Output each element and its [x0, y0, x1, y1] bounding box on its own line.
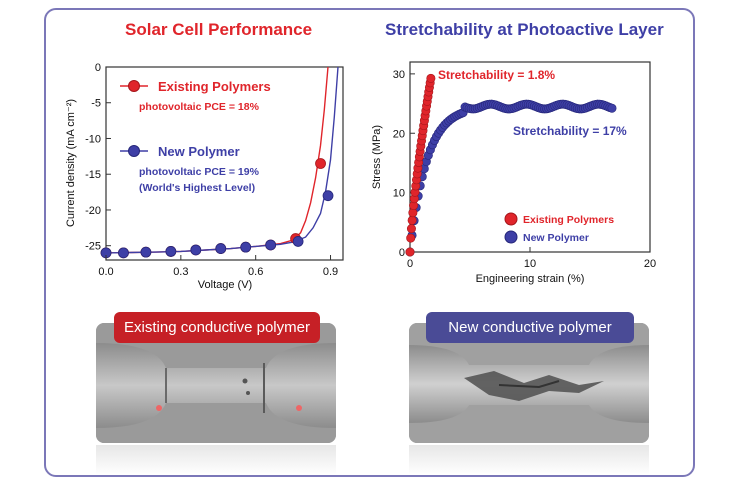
ss-y-tick-label: 0 — [399, 247, 405, 259]
ss-y-tick-label: 10 — [393, 188, 405, 200]
legend-existing-label: Existing Polymers — [158, 79, 271, 94]
jv-marker-1 — [165, 246, 177, 257]
ss-x-tick-label: 0 — [407, 258, 413, 270]
stress-strain-chart: 0 10 20 0 10 20 30 Stretchability = 1.8% Stret… — [371, 61, 656, 285]
legend-new-pce: photovoltaic PCE = 19% — [139, 166, 260, 178]
legend-existing-pce: photovoltaic PCE = 18% — [139, 101, 260, 113]
ss-point-new — [607, 103, 617, 113]
jv-marker-0 — [315, 158, 326, 169]
existing-polymer-image — [96, 323, 336, 443]
legend-marker-new — [128, 145, 140, 157]
annotation-existing: Stretchability = 1.8% — [438, 68, 555, 82]
existing-polymer-label: Existing conductive polymer — [114, 312, 320, 343]
jv-marker-1 — [292, 236, 304, 247]
jv-x-tick-label: 0.6 — [248, 266, 263, 278]
jv-marker-1 — [322, 190, 334, 202]
ss-x-tick-label: 20 — [644, 258, 656, 270]
existing-polymer-photo — [96, 323, 336, 443]
ss-y-axis-label: Stress (MPa) — [371, 125, 383, 189]
jv-y-tick-label: -15 — [85, 169, 101, 181]
new-polymer-image — [409, 323, 649, 443]
jv-marker-1 — [190, 244, 202, 256]
left-panel-title: Solar Cell Performance — [125, 20, 313, 39]
jv-y-axis-label: Current density (mA cm⁻²) — [65, 99, 77, 227]
jv-marker-1 — [140, 246, 152, 258]
jv-plot-area — [105, 66, 344, 261]
jv-x-tick-label: 0.9 — [323, 266, 338, 278]
ss-x-axis-label: Engineering strain (%) — [476, 273, 585, 285]
jv-y-tick-label: -20 — [85, 205, 101, 217]
ss-point-existing — [405, 247, 415, 257]
photo-reflection-right — [409, 445, 649, 475]
jv-y-tick-label: -10 — [85, 133, 101, 145]
jv-y-tick-label: 0 — [95, 62, 101, 74]
jv-marker-1 — [265, 239, 277, 251]
legend-marker-new-ss — [504, 230, 518, 244]
legend-marker-existing-ss — [504, 212, 518, 226]
ss-plot-area — [409, 61, 651, 253]
legend-marker-existing — [128, 80, 140, 92]
photo-reflection-left — [96, 445, 336, 475]
new-polymer-label: New conductive polymer — [426, 312, 634, 343]
legend-new-record: (World's Highest Level) — [139, 182, 255, 194]
jv-y-tick-label: -25 — [85, 241, 101, 253]
jv-x-tick-label: 0.0 — [98, 266, 113, 278]
legend-new-ss-label: New Polymer — [523, 232, 589, 244]
legend-existing-ss-label: Existing Polymers — [523, 214, 614, 226]
jv-marker-1 — [240, 241, 252, 253]
new-polymer-photo — [409, 323, 649, 443]
ss-point-existing — [406, 233, 416, 243]
jv-marker-1 — [215, 243, 227, 254]
ss-y-tick-label: 30 — [393, 69, 405, 81]
ss-y-tick-label: 20 — [393, 128, 405, 140]
annotation-new: Stretchability = 17% — [513, 124, 627, 138]
jv-x-axis-label: Voltage (V) — [198, 279, 252, 291]
jv-x-tick-label: 0.3 — [173, 266, 188, 278]
legend-new-label: New Polymer — [158, 144, 240, 159]
jv-chart: 0.0 0.3 0.6 0.9 0 -5 -10 -15 -20 -25 Existing Pol… — [65, 62, 344, 291]
ss-x-tick-label: 10 — [524, 258, 536, 270]
right-panel-title: Stretchability at Photoactive Layer — [385, 20, 664, 39]
ss-point-existing — [426, 73, 436, 83]
ss-point-existing — [407, 215, 417, 225]
ss-point-existing — [406, 224, 416, 234]
jv-y-tick-label: -5 — [91, 98, 101, 110]
jv-marker-1 — [118, 247, 129, 259]
